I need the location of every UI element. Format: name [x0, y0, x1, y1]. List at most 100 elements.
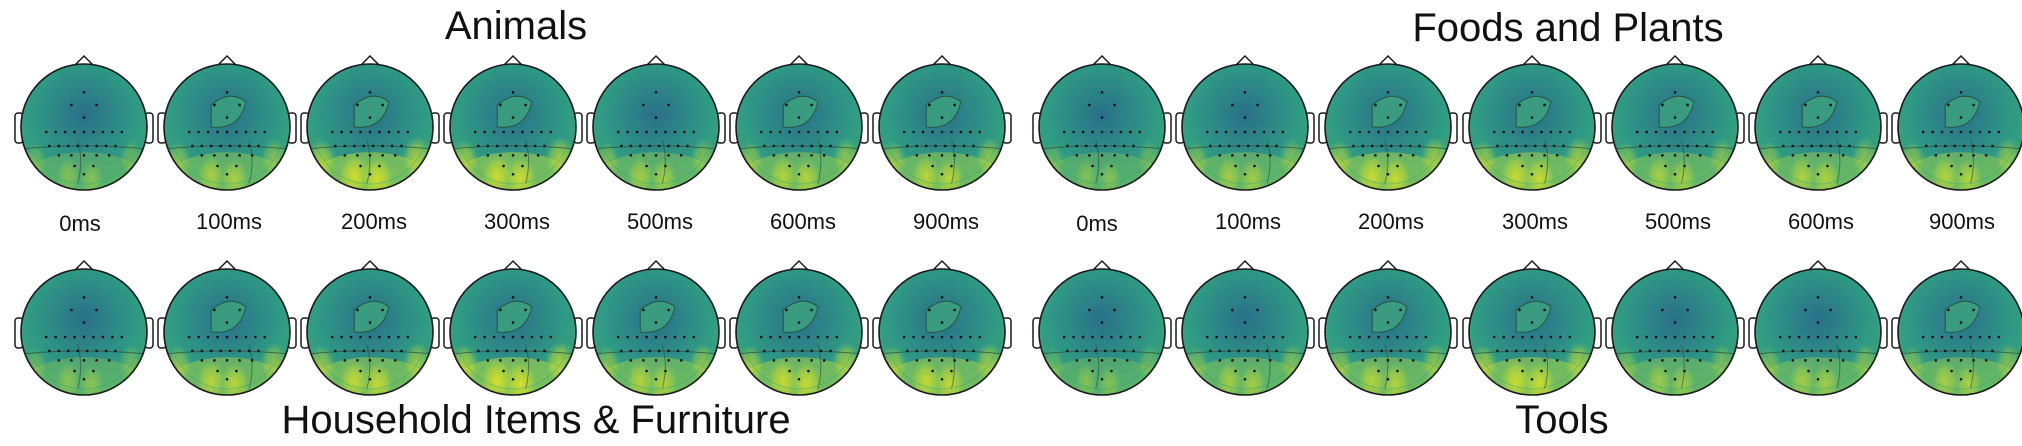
animals-topomap [729, 54, 869, 191]
sensor-dot [1673, 359, 1677, 362]
sensor-dot [940, 377, 944, 381]
sensor-dot [1505, 349, 1509, 353]
sensor-dot [1374, 103, 1377, 107]
sensor-dot [543, 349, 546, 353]
sensor-dot [1778, 335, 1782, 339]
sensor-dot [1711, 335, 1715, 339]
sensor-dot [70, 154, 73, 157]
sensor-dot [1218, 359, 1222, 362]
sensor-dot [785, 103, 788, 107]
nose [1522, 54, 1542, 66]
sensor-dot [635, 130, 639, 134]
sensor-dot [1119, 335, 1123, 339]
sensor-dot [1639, 144, 1642, 148]
sensor-dot [915, 154, 919, 157]
sensor-dot [1559, 130, 1562, 134]
sensor-dot [381, 154, 384, 157]
activation-blob [361, 360, 394, 395]
head-outline [449, 63, 577, 191]
sensor-dot [549, 335, 553, 339]
sensor-dot [225, 116, 229, 119]
activation-blob [791, 156, 822, 190]
sensor-dot [1692, 130, 1696, 134]
sensor-dot [1826, 130, 1829, 134]
sensor-dot [397, 335, 400, 339]
sensor-dot [1654, 335, 1658, 339]
sensor-dot [1113, 103, 1116, 107]
sensor-dot [1661, 359, 1664, 362]
nose [1378, 259, 1398, 271]
sensor-dot [1972, 154, 1975, 157]
nose [646, 259, 666, 271]
sensor-dot [1100, 172, 1104, 176]
sensor-dot [95, 349, 98, 353]
sensor-dot [1791, 144, 1795, 148]
sensor-dot [1386, 130, 1390, 134]
sensor-dot [1209, 349, 1212, 353]
sensor-dot [1218, 144, 1222, 148]
sensor-dot [1819, 144, 1823, 148]
sensor-dot [1243, 335, 1247, 339]
sensor-dot [1931, 130, 1934, 134]
sensor-dot [1657, 349, 1661, 353]
topomap-field [1039, 64, 1165, 190]
sensor-dot [1521, 335, 1524, 339]
sensor-dot [1664, 130, 1667, 134]
sensor-dot [1835, 130, 1839, 134]
sensor-dot [340, 335, 343, 339]
sensor-dot [1800, 144, 1804, 148]
sensor-dot [343, 154, 347, 157]
sensor-dot [111, 130, 114, 134]
sensor-dot [1540, 369, 1543, 373]
sensor-dot [1243, 377, 1247, 381]
sensor-dot [642, 103, 645, 107]
topomap-field [21, 269, 147, 395]
contour-line [593, 145, 719, 150]
sensor-dot [1377, 369, 1380, 373]
nose [74, 54, 94, 66]
sensor-dot [1088, 154, 1091, 157]
contour-line [1680, 139, 1685, 184]
household-topomap [586, 259, 726, 396]
sensor-dot [1683, 335, 1686, 339]
sensor-dot [1686, 308, 1689, 312]
activation-blob [79, 364, 104, 395]
sensor-dot [683, 335, 686, 339]
sensor-dot [807, 130, 810, 134]
sensor-dot [810, 349, 813, 353]
sensor-dot [676, 144, 680, 148]
sensor-dot [381, 144, 384, 148]
sensor-dot [1227, 349, 1231, 353]
sensor-dot [819, 144, 823, 148]
sensor-dot [642, 308, 645, 312]
sensor-dot [216, 335, 219, 339]
sensor-dot [95, 154, 98, 157]
sensor-dot [1256, 103, 1259, 107]
contour-line [450, 145, 576, 150]
sensor-dot [1243, 172, 1247, 176]
contour-region [782, 95, 819, 128]
sensor-dot [1521, 130, 1524, 134]
sensor-dot [1816, 377, 1820, 381]
sensor-dot [1511, 130, 1515, 134]
sensor-dot [1389, 144, 1393, 148]
sensor-dot [1113, 308, 1116, 312]
sensor-dot [978, 335, 982, 339]
contour-line [1182, 145, 1308, 150]
sensor-dot [1129, 130, 1132, 134]
sensor-dot [1253, 369, 1256, 373]
sensor-dot [540, 130, 543, 134]
sensor-dot [772, 359, 776, 362]
sensor-dot [1518, 103, 1521, 107]
sensor-dot [381, 359, 384, 362]
contour-region [1515, 300, 1552, 333]
sensor-dot [1215, 335, 1218, 339]
head-outline [449, 268, 577, 396]
sensor-dot [1243, 91, 1247, 94]
sensor-dot [810, 154, 813, 157]
sensor-dot [1091, 130, 1094, 134]
sensor-dot [1281, 130, 1285, 134]
sensor-dot [82, 172, 86, 176]
animals-topomap [872, 54, 1012, 191]
sensor-dot [505, 144, 509, 148]
